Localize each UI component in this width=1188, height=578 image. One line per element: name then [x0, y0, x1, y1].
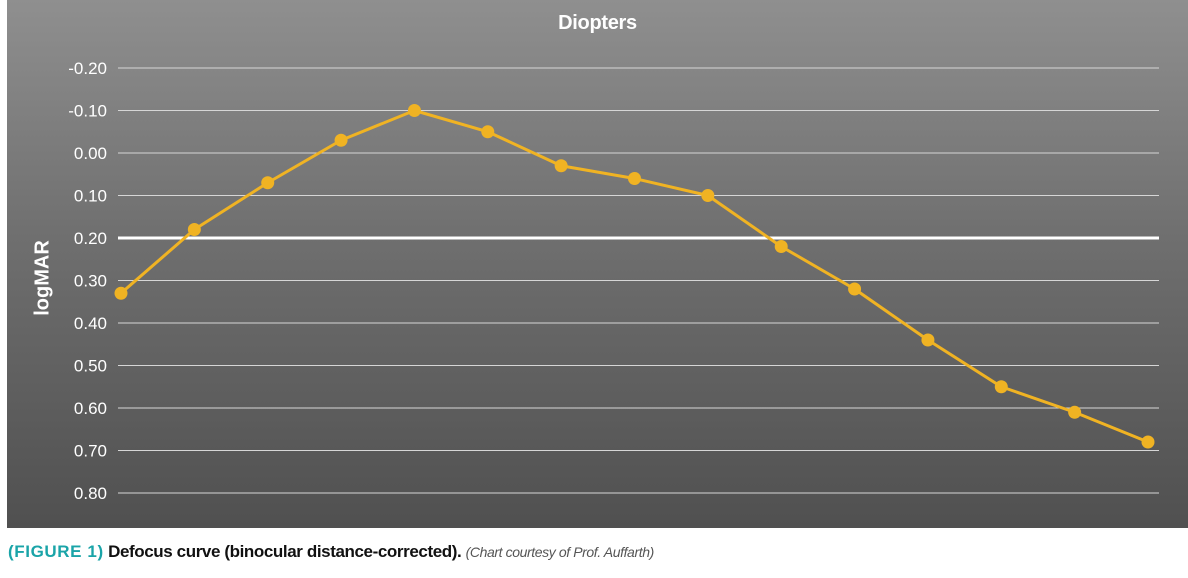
y-tick-label: -0.10 [68, 102, 107, 121]
y-tick-label: 0.40 [74, 314, 107, 333]
data-point [848, 282, 862, 296]
series-line [120, 109, 1149, 444]
y-tick-label: 0.60 [74, 399, 107, 418]
chart-plot: -0.20 -0.10 0.00 0.10 0.20 0.30 0.40 0.50 0.60 0.… [68, 59, 1159, 503]
figure-caption: (FIGURE 1) Defocus curve (binocular dist… [8, 542, 654, 562]
chart-panel: -0.20 -0.10 0.00 0.10 0.20 0.30 0.40 0.50 0.60 0.… [7, 0, 1188, 528]
y-tick-label: 0.30 [74, 272, 107, 291]
data-point [554, 159, 568, 173]
chart-title: Diopters [558, 12, 637, 34]
data-point [334, 133, 348, 147]
data-point [187, 223, 201, 236]
y-tick-label: 0.50 [74, 357, 107, 376]
data-point [774, 240, 788, 253]
y-tick-label: 0.80 [74, 484, 107, 503]
y-tick-label: -0.20 [68, 59, 107, 78]
data-point [407, 104, 421, 117]
data-point [1068, 405, 1082, 419]
caption-text: Defocus curve (binocular distance-correc… [108, 542, 462, 561]
data-point [114, 286, 128, 300]
data-point [1141, 435, 1155, 449]
data-point [701, 189, 715, 202]
y-tick-labels: -0.20 -0.10 0.00 0.10 0.20 0.30 0.40 0.50 0.60 0.… [68, 59, 107, 503]
caption-credit: (Chart courtesy of Prof. Auffarth) [465, 544, 655, 560]
figure-label: (FIGURE 1) [8, 542, 104, 561]
y-tick-label: 0.10 [74, 187, 107, 206]
y-tick-label: 0.70 [74, 442, 107, 461]
y-tick-label: 0.20 [74, 229, 107, 248]
series-layer [114, 104, 1155, 449]
data-point [994, 380, 1008, 394]
y-axis-label: logMAR [31, 240, 54, 316]
data-point [628, 172, 641, 185]
data-point [261, 176, 275, 190]
data-point [921, 333, 935, 347]
gridlines [118, 67, 1159, 494]
data-point [481, 125, 495, 139]
y-tick-label: 0.00 [74, 144, 107, 163]
